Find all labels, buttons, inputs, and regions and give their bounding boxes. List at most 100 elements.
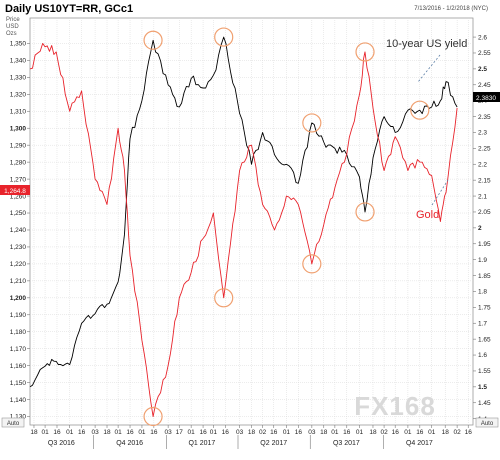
quarter-label: Q4 2017 <box>406 440 433 447</box>
annotation-gold-text: Gold <box>416 209 439 221</box>
x-axis-tick-label: 18 <box>30 429 38 436</box>
x-axis-tick-label: 03 <box>308 429 316 436</box>
left-axis-tick-label: 1,170 <box>10 346 27 353</box>
right-axis-tick-label: 2.45 <box>478 82 491 89</box>
right-axis-tick-label: 1.8 <box>478 289 487 296</box>
right-auto-scale-button[interactable] <box>475 417 499 428</box>
highlight-circle <box>143 30 163 50</box>
x-axis-tick-label: 01 <box>404 429 412 436</box>
highlight-circle <box>214 288 234 308</box>
right-axis-tick-label: 2.05 <box>478 209 491 216</box>
x-axis-tick-label: 18 <box>248 429 256 436</box>
quarter-label: Q4 2016 <box>116 440 143 447</box>
highlight-circles <box>143 27 430 427</box>
price-unit-ounces: Ozs <box>6 31 17 37</box>
right-axis-tick-label: 2 <box>478 225 482 232</box>
right-axis-tick-label: 1.5 <box>478 384 487 391</box>
right-axis: 1.41.451.51.551.61.651.71.751.81.851.91.… <box>473 34 491 423</box>
x-axis-tick-label: 02 <box>259 429 267 436</box>
x-axis-tick-label: 16 <box>416 429 424 436</box>
gold-price-line <box>29 42 458 417</box>
x-axis-tick-label: 16 <box>465 429 473 436</box>
x-axis-tick-label: 01 <box>138 429 146 436</box>
last-value-tags: 2.3830 1,264.8 <box>0 92 500 195</box>
highlight-circle <box>410 100 430 120</box>
x-axis-tick-label: 16 <box>270 429 278 436</box>
left-axis-tick-label: 1,220 <box>10 261 27 268</box>
left-axis-tick-label: 1,330 <box>10 75 27 82</box>
x-axis-tick-label: 17 <box>176 429 184 436</box>
left-axis-tick-label: 1,300 <box>10 125 27 132</box>
right-axis-tick-label: 1.6 <box>478 352 487 359</box>
quarter-label: Q2 2017 <box>260 440 287 447</box>
x-axis-tick-label: 01 <box>283 429 291 436</box>
x-axis-tick-label: 16 <box>78 429 86 436</box>
x-axis-tick-label: 01 <box>115 429 123 436</box>
left-axis-tick-label: 1,240 <box>10 227 27 234</box>
left-axis-tick-label: 1,320 <box>10 92 27 99</box>
left-auto-scale-label: Auto <box>7 421 20 427</box>
series-lines <box>29 36 458 417</box>
left-axis-tick-label: 1,230 <box>10 244 27 251</box>
left-axis-tick-label: 1,290 <box>10 142 27 149</box>
x-axis-tick-label: 01 <box>356 429 364 436</box>
left-auto-scale-button[interactable] <box>1 417 25 428</box>
x-axis-tick-label: 16 <box>392 429 400 436</box>
right-axis-tick-label: 2.55 <box>478 50 491 57</box>
annotation-yield-text: 10-year US yield <box>386 38 467 50</box>
price-unit-label: Price <box>6 17 20 23</box>
annotation-gold: Gold <box>416 179 449 221</box>
chart-title: Daily US10YT=RR, GCc1 <box>5 3 133 15</box>
right-axis-tick-label: 1.45 <box>478 400 491 407</box>
right-axis-tick-label: 1.75 <box>478 305 491 312</box>
last-value-gold: 1,264.8 <box>4 188 26 195</box>
right-axis-tick-label: 2.1 <box>478 193 487 200</box>
left-axis-tick-label: 1,210 <box>10 278 27 285</box>
right-axis-tick-label: 1.95 <box>478 241 491 248</box>
left-axis-tick-label: 1,280 <box>10 159 27 166</box>
x-axis-tick-label: 02 <box>454 429 462 436</box>
x-axis-tick-label: 01 <box>331 429 339 436</box>
left-axis-tick-label: 1,310 <box>10 108 27 115</box>
left-axis-tick-label: 1,260 <box>10 193 27 200</box>
last-value-yield-bg <box>473 92 500 102</box>
x-axis-tick-label: 16 <box>150 429 158 436</box>
x-axis-tick-label: 01 <box>210 429 218 436</box>
right-axis-tick-label: 2.5 <box>478 66 487 73</box>
highlight-circle <box>355 42 375 62</box>
left-axis-tick-label: 1,130 <box>10 414 27 421</box>
x-axis-tick-label: 01 <box>188 429 196 436</box>
right-axis-tick-label: 1.85 <box>478 273 491 280</box>
x-axis-tick-label: 16 <box>126 429 134 436</box>
quarter-label: Q1 2017 <box>188 440 215 447</box>
left-axis-tick-label: 1,340 <box>10 58 27 65</box>
last-value-yield: 2.3830 <box>476 95 496 102</box>
highlight-circle <box>355 202 375 222</box>
left-axis-tick-label: 1,270 <box>10 176 27 183</box>
left-axis: 1,130 1,140 1,150 1,160 1,170 1,180 1,190 1,200… <box>10 41 30 421</box>
left-axis-tick-label: 1,190 <box>10 312 27 319</box>
right-axis-tick-label: 2.15 <box>478 177 491 184</box>
x-axis-tick-label: 01 <box>41 429 49 436</box>
annotation-gold-arrow <box>431 179 449 206</box>
us10y-yield-line <box>29 36 458 388</box>
x-axis-tick-label: 16 <box>53 429 61 436</box>
highlight-circle <box>214 27 234 47</box>
x-axis-tick-label: 18 <box>320 429 328 436</box>
left-axis-tick-label: 1,150 <box>10 380 27 387</box>
x-axis: 18 01 16 01 16 03 18 01 16 01 16 03 17 01 16 01 16 03 18 02… <box>30 425 472 449</box>
right-axis-tick-label: 2.3 <box>478 130 487 137</box>
right-axis-tick-label: 2.35 <box>478 114 491 121</box>
plot-area <box>29 17 474 426</box>
x-axis-tick-label: 03 <box>236 429 244 436</box>
x-axis-tick-label: 16 <box>199 429 207 436</box>
left-axis-tick-label: 1,250 <box>10 210 27 217</box>
right-axis-tick-label: 2.6 <box>478 34 487 41</box>
watermark-logo: FX168 <box>354 391 436 421</box>
right-axis-tick-label: 1.65 <box>478 336 491 343</box>
x-axis-tick-label: 03 <box>165 429 173 436</box>
left-axis-tick-label: 1,180 <box>10 329 27 336</box>
x-axis-tick-label: 16 <box>343 429 351 436</box>
